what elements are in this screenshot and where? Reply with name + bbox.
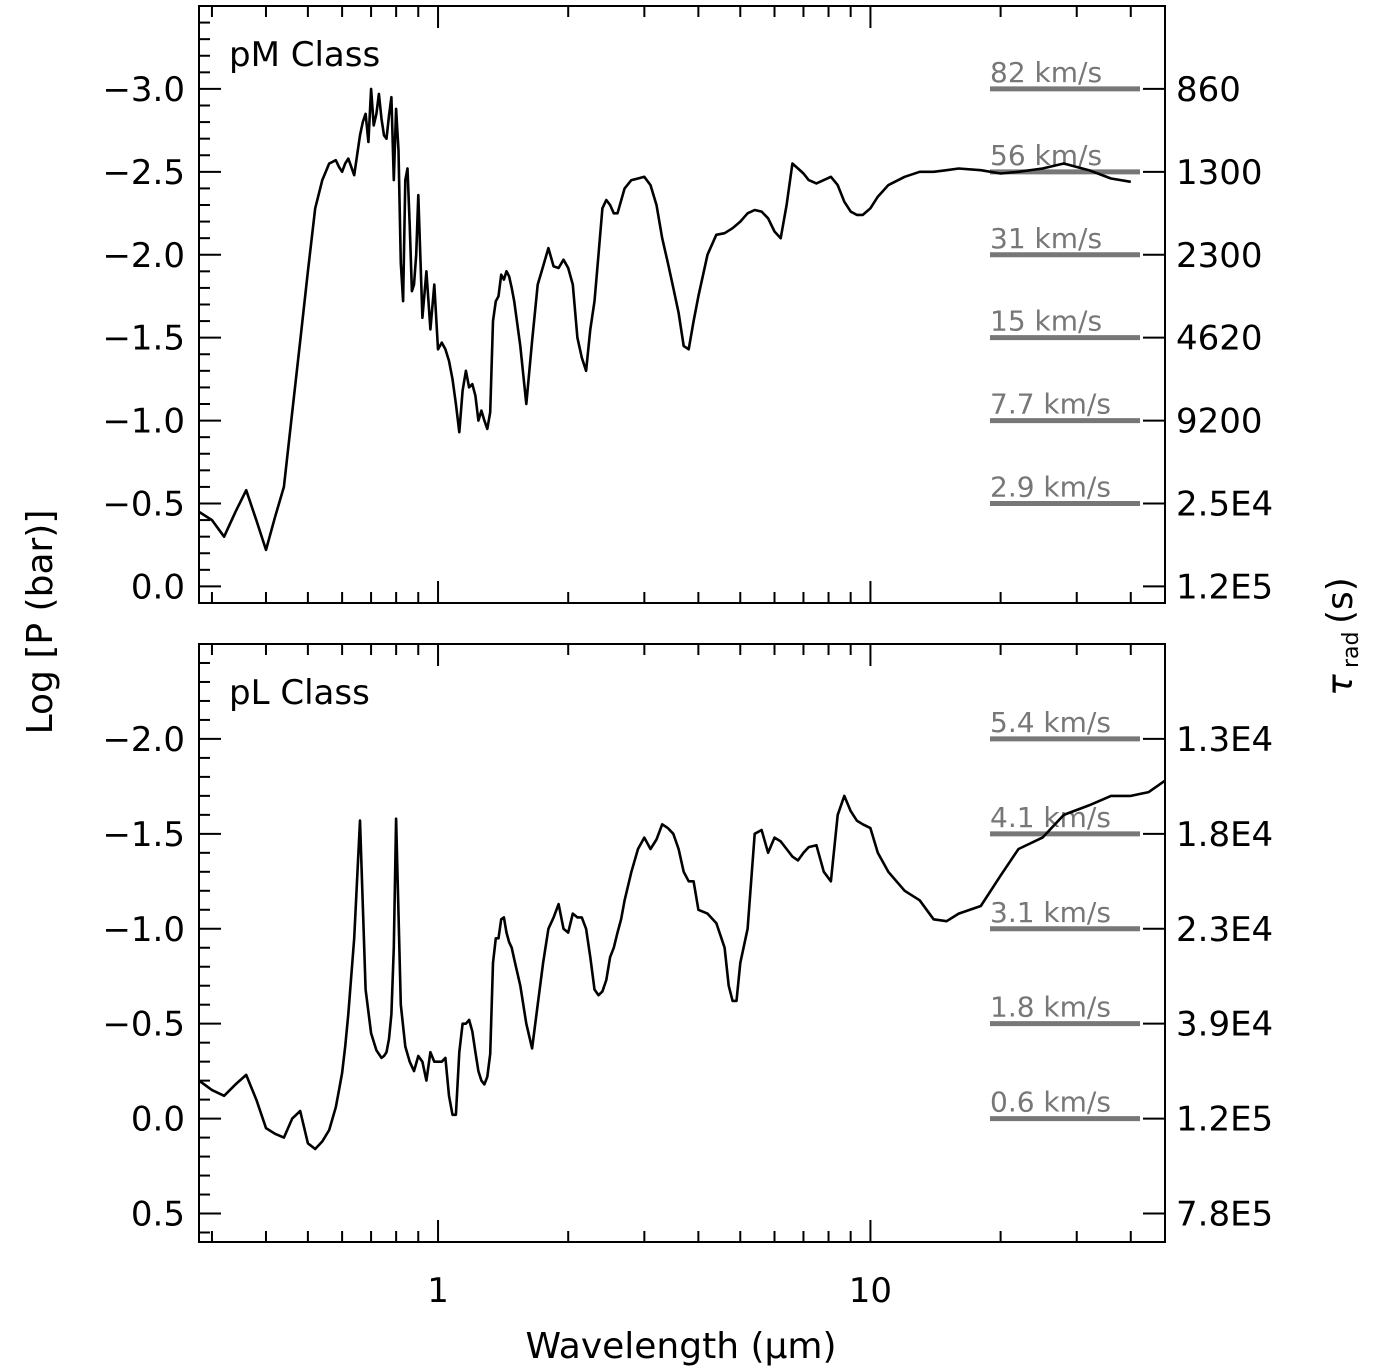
velocity-label: 2.9 km/s [990, 471, 1111, 504]
y-tick-label: −3.0 [102, 70, 185, 110]
velocity-label: 82 km/s [990, 56, 1102, 89]
y-tick-label: −1.5 [102, 815, 185, 855]
y-tick-label: −1.0 [102, 910, 185, 950]
velocity-label: 7.7 km/s [990, 388, 1111, 421]
y-tick-label: −2.0 [102, 720, 185, 760]
velocity-label: 0.6 km/s [990, 1086, 1111, 1119]
right-tick-label: 2.5E4 [1176, 485, 1273, 525]
y-tick-label: 0.0 [131, 567, 185, 607]
velocity-label: 56 km/s [990, 139, 1102, 172]
velocity-label: 15 km/s [990, 305, 1102, 338]
velocity-label: 5.4 km/s [990, 706, 1111, 739]
velocity-label: 31 km/s [990, 222, 1102, 255]
right-tick-label: 1300 [1176, 153, 1263, 193]
velocity-label: 1.8 km/s [990, 991, 1111, 1024]
y-tick-label: −2.5 [102, 153, 185, 193]
right-tick-label: 9200 [1176, 402, 1263, 442]
y-tick-label: 0.5 [131, 1195, 185, 1235]
y-axis-title: Log [P (bar)] [20, 510, 61, 735]
y-tick-label: 0.0 [131, 1100, 185, 1140]
x-axis-title: Wavelength (μm) [525, 1326, 836, 1367]
y-tick-label: −1.5 [102, 319, 185, 359]
right-tick-label: 1.2E5 [1176, 567, 1273, 607]
right-tick-label: 3.9E4 [1176, 1005, 1273, 1045]
plot-frame [198, 643, 1166, 1243]
right-tick-label: 860 [1176, 70, 1241, 110]
x-tick-labels: 1 10 [427, 1271, 892, 1311]
right-tick-label: 2300 [1176, 236, 1263, 276]
y2-axis-symbol: τ [1320, 674, 1361, 696]
panel-pm-class: −3.0 860 −2.5 1300 −2.0 2300 −1.5 4620 −1.0 9200 −… [102, 5, 1273, 607]
right-tick-label: 2.3E4 [1176, 910, 1273, 950]
y2-axis-title: τ rad (s) [1320, 577, 1364, 696]
y-tick-label: −0.5 [102, 1005, 185, 1045]
right-tick-label: 1.2E5 [1176, 1100, 1273, 1140]
series-line [199, 779, 1165, 1151]
y-tick-label: −1.0 [102, 402, 185, 442]
panel-pl-class: −2.0 1.3E4 −1.5 1.8E4 −1.0 2.3E4 −0.5 3.9E4 0.0 1… [102, 643, 1273, 1243]
y2-axis-subscript: rad [1339, 632, 1364, 669]
right-tick-label: 4620 [1176, 319, 1263, 359]
panel-label: pM Class [229, 35, 380, 75]
series-line [199, 87, 1132, 552]
x-tick-label: 1 [427, 1271, 449, 1311]
y2-axis-unit: (s) [1320, 577, 1361, 624]
right-tick-label: 7.8E5 [1176, 1195, 1273, 1235]
panel-label: pL Class [229, 673, 370, 713]
x-tick-label: 10 [849, 1271, 892, 1311]
velocity-label: 3.1 km/s [990, 896, 1111, 929]
right-tick-label: 1.8E4 [1176, 815, 1273, 855]
right-tick-label: 1.3E4 [1176, 720, 1273, 760]
y-tick-label: −0.5 [102, 485, 185, 525]
y-tick-label: −2.0 [102, 236, 185, 276]
